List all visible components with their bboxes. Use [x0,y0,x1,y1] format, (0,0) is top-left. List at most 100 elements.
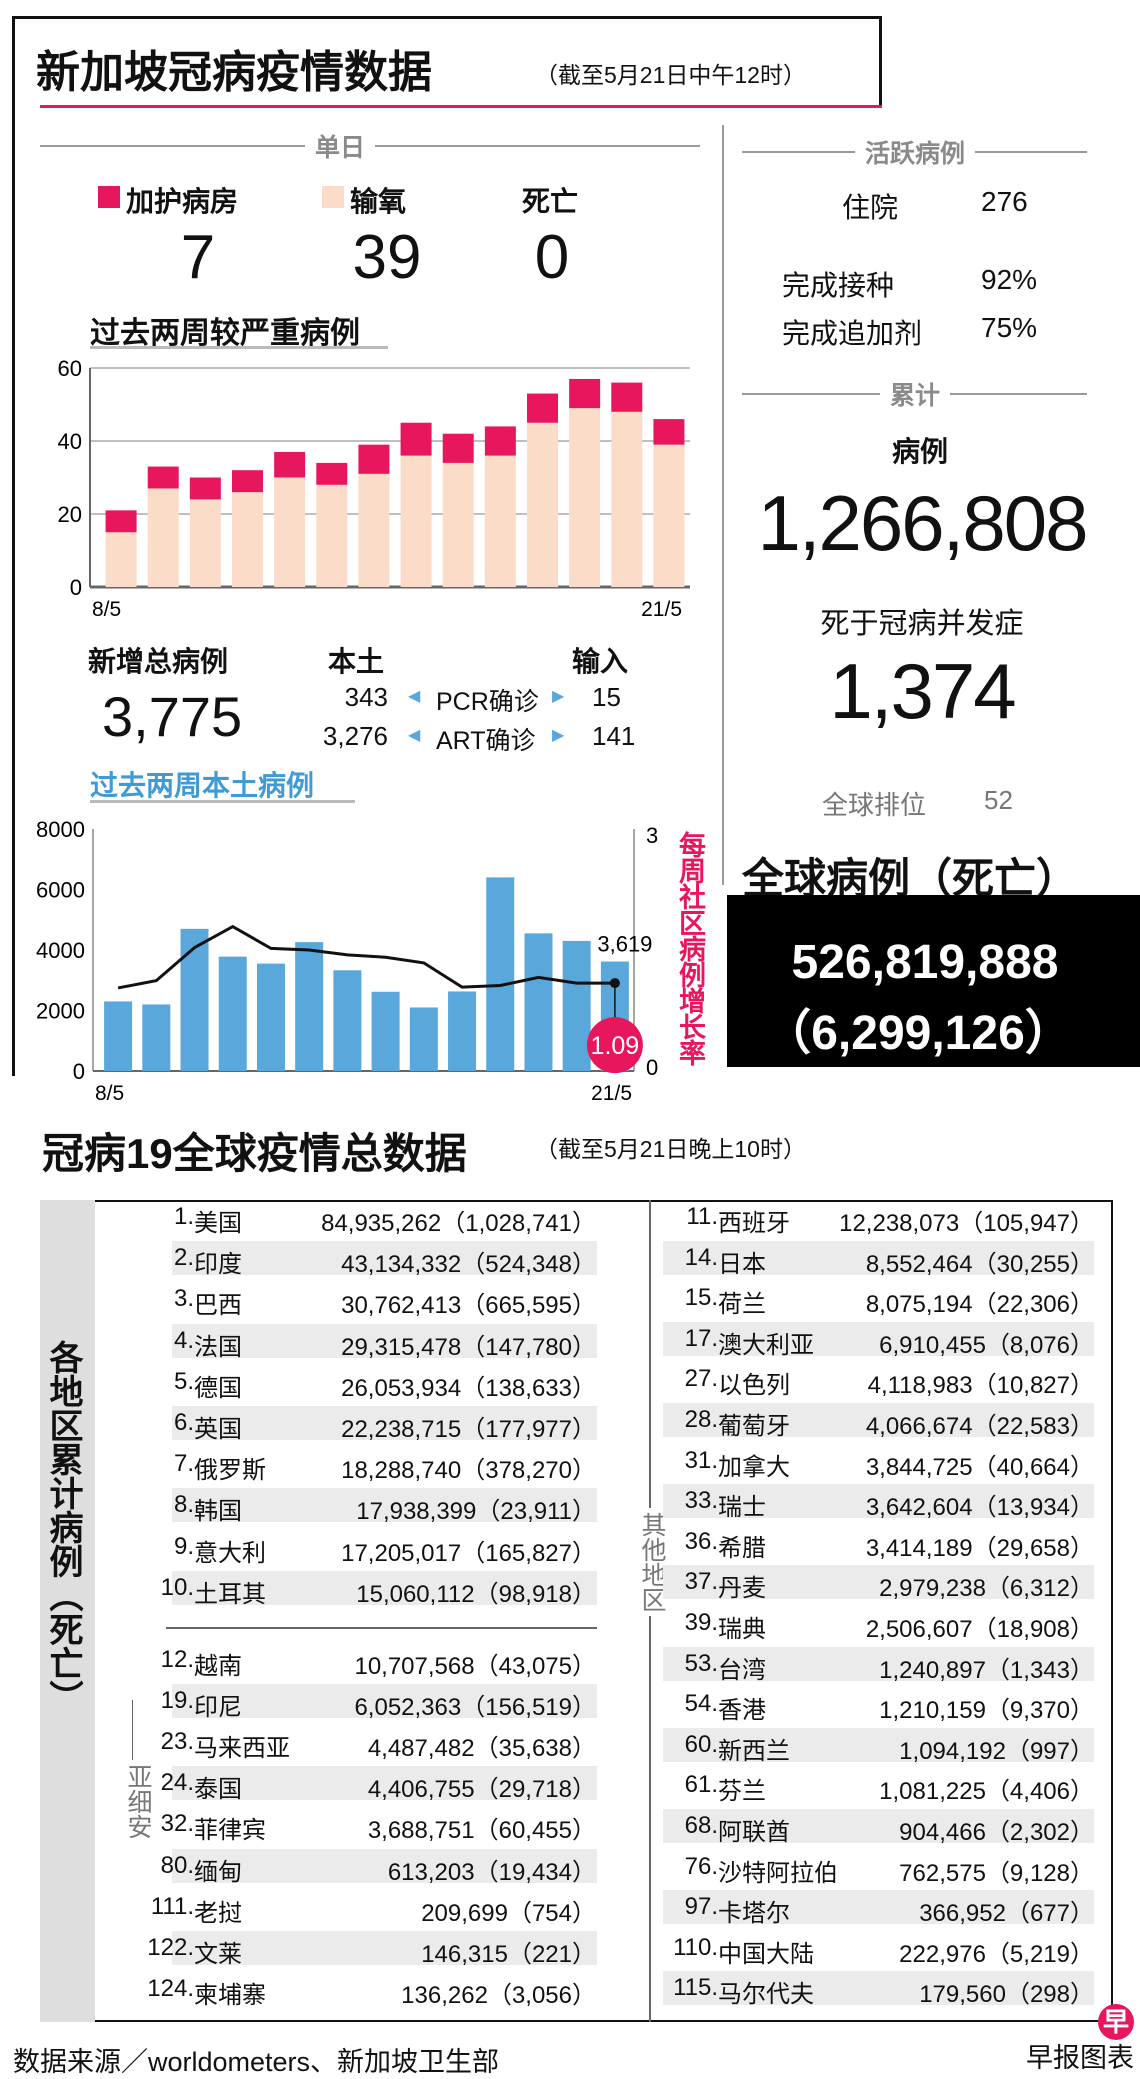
country-rank: 37. [684,1568,718,1596]
icu-bar [232,470,263,493]
daily-header: 单日 [304,128,376,164]
local-cases-bar [104,1001,133,1071]
global-label: 全球病例（死亡） [742,855,1079,902]
global-cases: 526,819,888 [791,936,1059,989]
icu-bar [189,477,221,500]
country-row: 37. 丹麦 2,979,238（6,312） [663,1565,1094,1602]
new-cases-label: 新增总病例 [88,646,229,677]
country-cases: 1,240,897 [879,1656,986,1684]
country-rank: 61. [684,1771,718,1799]
country-cases: 84,935,262 [321,1210,442,1237]
country-row: 54. 香港 1,210,159（9,370） [663,1687,1094,1724]
country-row: 36. 希腊 3,414,189（29,658） [663,1525,1094,1562]
icu-bar [274,451,306,478]
local-cases-bar [142,1004,171,1071]
country-cases: 22,238,715 [341,1416,462,1443]
icu-bar [105,510,137,533]
country-deaths: （40,664） [972,1453,1094,1481]
country-rank: 11. [686,1203,718,1230]
oxygen-bar [274,477,306,587]
oxygen-bar [316,484,348,587]
country-name: 巴西 [194,1292,242,1320]
country-rank: 27. [684,1365,718,1393]
country-cases: 136,262 [401,1981,488,2009]
country-cases: 762,575 [899,1859,986,1887]
country-row: 19. 印尼 6,052,363（156,519） [161,1684,597,1721]
country-values: 8,075,194（22,306） [866,1284,1094,1319]
country-row: 1. 美国 84,935,262（1,028,741） [172,1200,597,1237]
icu-bar [316,462,348,485]
oxygen-bar [569,408,601,587]
country-cases: 1,081,225 [879,1778,986,1806]
oxygen-legend-swatch [322,186,344,208]
oxygen-bar [189,499,221,587]
country-name: 新西兰 [718,1737,790,1765]
country-values: 6,052,363（156,519） [354,1687,596,1722]
country-deaths: （177,977） [461,1416,596,1443]
country-name: 台湾 [718,1656,766,1684]
left-arrow-icon: ◀ [408,727,421,744]
country-name: 卡塔尔 [718,1900,790,1928]
country-name: 意大利 [194,1539,266,1567]
last-bar-label: 3,619 [597,932,652,957]
country-row: 4. 法国 29,315,478（147,780） [172,1323,597,1361]
country-rank: 5. [173,1367,194,1395]
country-deaths: （19,434） [474,1858,596,1886]
country-row: 5. 德国 26,053,934（138,633） [172,1365,597,1402]
country-values: 1,094,192（997） [899,1731,1094,1766]
local-cases-bar [333,970,362,1071]
country-cases: 4,118,983 [867,1372,973,1400]
country-values: 26,053,934（138,633） [341,1368,596,1403]
country-rank: 19. [160,1687,194,1715]
right-arrow-icon: ▶ [552,688,565,705]
country-row: 39. 瑞典 2,506,607（18,908） [663,1606,1094,1643]
local-cases-bar [371,991,400,1071]
growth-rate-value: 1.09 [591,1032,640,1060]
country-cases: 17,205,017 [341,1539,462,1567]
country-name: 中国大陆 [718,1940,814,1968]
country-values: 10,707,568（43,075） [354,1646,596,1681]
country-deaths: （165,827） [461,1539,596,1567]
death-value: 0 [534,223,570,292]
icu-bar [611,382,643,412]
country-row: 124. 柬埔寨 136,262（3,056） [147,1972,597,2009]
as-of-time: （截至5月21日中午12时） [535,62,806,88]
country-cases: 43,134,332 [341,1251,462,1279]
country-name: 加拿大 [718,1453,790,1481]
country-rank: 23. [160,1728,194,1756]
country-deaths: （30,255） [972,1250,1094,1278]
country-values: 8,552,464（30,255） [866,1244,1094,1279]
country-values: 762,575（9,128） [899,1853,1094,1888]
x-tick-label: 8/5 [92,598,121,621]
side-label-box [40,1200,95,2022]
world-as-of: （截至5月21日晚上10时） [535,1136,806,1162]
country-row: 68. 阿联酋 904,466（2,302） [663,1809,1094,1846]
country-values: 1,210,159（9,370） [879,1690,1094,1725]
country-name: 丹麦 [718,1575,766,1603]
oxygen-bar [358,473,390,587]
country-rank: 115. [673,1974,718,2002]
country-row: 80. 缅甸 613,203（19,434） [161,1848,597,1886]
country-deaths: （997） [1005,1737,1094,1765]
oxygen-bar [147,488,179,587]
country-row: 9. 意大利 17,205,017（165,827） [172,1530,597,1567]
local-cases-bar [409,1007,438,1071]
icu-bar [147,466,179,489]
country-values: 29,315,478（147,780） [341,1327,596,1362]
country-deaths: （18,908） [972,1616,1094,1643]
country-name: 美国 [194,1210,242,1237]
country-deaths: （147,780） [461,1333,596,1361]
country-rank: 28. [684,1406,718,1433]
local-cases-bar [218,956,247,1071]
country-name: 荷兰 [718,1291,766,1319]
oxygen-bar [611,411,643,587]
country-name: 马来西亚 [194,1735,290,1763]
country-cases: 3,642,604 [865,1494,973,1522]
country-cases: 6,910,455 [879,1331,986,1359]
y2-tick-label: 0 [646,1055,658,1080]
cases-value: 1,266,808 [757,479,1088,567]
pcr-import-value: 15 [592,682,621,712]
country-rank: 110. [673,1933,718,1961]
country-row: 15. 荷兰 8,075,194（22,306） [663,1281,1094,1318]
country-cases: 10,707,568 [354,1653,475,1680]
